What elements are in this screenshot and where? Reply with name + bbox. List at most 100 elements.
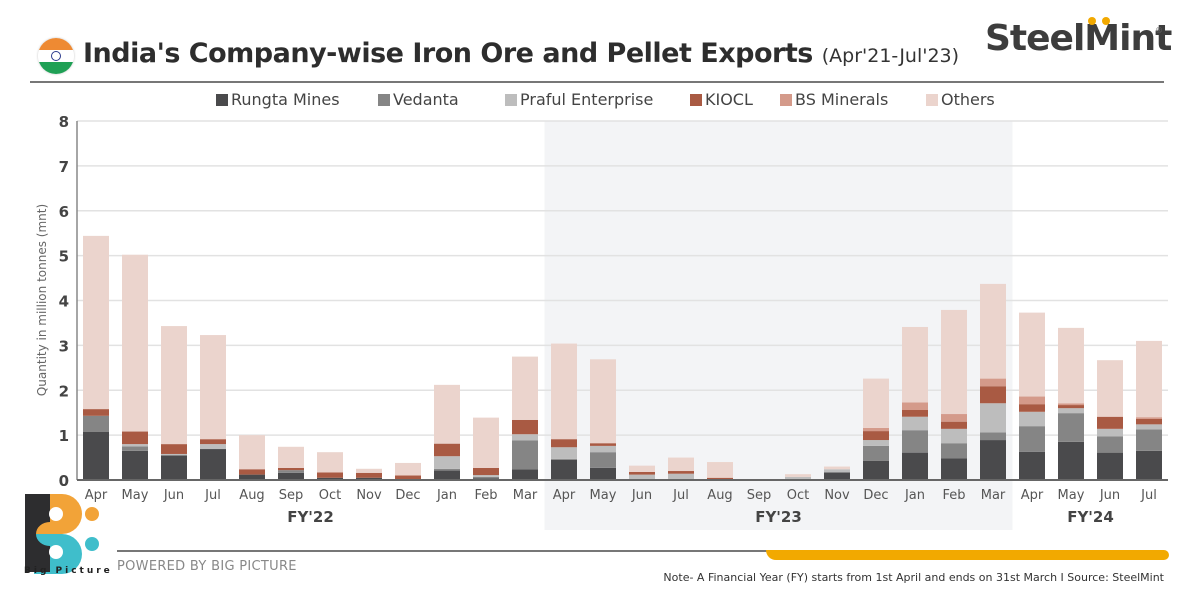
bar-segment-rungta-mines [1097, 452, 1123, 480]
bar-segment-kiocl [122, 431, 148, 445]
bar-segment-kiocl [317, 472, 343, 478]
x-tick-label: Jun [1099, 488, 1120, 503]
x-tick-label: Apr [553, 488, 576, 503]
bar-segment-kiocl [200, 439, 226, 445]
bar-segment-others [941, 309, 967, 415]
x-tick-label: Jul [1140, 488, 1157, 503]
bar-segment-others [512, 356, 538, 420]
bar-segment-bs-minerals [1136, 417, 1162, 419]
bar-segment-rungta-mines [83, 431, 109, 480]
bar-segment-rungta-mines [161, 455, 187, 480]
bar-segment-rungta-mines [356, 477, 382, 480]
bar-segment-kiocl [356, 472, 382, 478]
bar-segment-praful-enterprise [902, 416, 928, 431]
bar-segment-rungta-mines [590, 467, 616, 480]
bar-segment-others [1019, 312, 1045, 397]
bar-segment-kiocl [83, 409, 109, 416]
bar-segment-vedanta [1058, 413, 1084, 442]
x-tick-label: Sep [279, 488, 304, 503]
bar-segment-others [395, 462, 421, 476]
bar-segment-others [1136, 340, 1162, 418]
bar-segment-praful-enterprise [1097, 428, 1123, 437]
bar-segment-kiocl [239, 469, 265, 475]
bar-segment-kiocl [707, 477, 733, 480]
brand-name: SteelMint [985, 18, 1172, 59]
bar-segment-kiocl [551, 439, 577, 448]
bar-segment-praful-enterprise [161, 453, 187, 456]
legend-swatch-icon [690, 93, 702, 106]
bar-segment-rungta-mines [551, 459, 577, 480]
bar-segment-vedanta [863, 445, 889, 461]
x-tick-label: Jan [904, 488, 925, 503]
bar-segment-vedanta [83, 415, 109, 432]
y-tick-label: 7 [59, 158, 69, 176]
bar-segment-bs-minerals [1058, 403, 1084, 406]
title-main: India's Company-wise Iron Ore and Pellet… [83, 38, 813, 69]
bar-segment-rungta-mines [980, 440, 1006, 480]
legend-item: Praful Enterprise [505, 90, 653, 109]
legend-label: BS Minerals [795, 90, 889, 109]
x-tick-label: Nov [824, 488, 850, 503]
fy-group-label: FY'23 [755, 508, 802, 526]
bar-segment-praful-enterprise [551, 447, 577, 459]
bar-segment-praful-enterprise [863, 440, 889, 446]
bar-segment-bs-minerals [863, 427, 889, 432]
india-flag-icon [38, 38, 74, 74]
legend-label: Rungta Mines [231, 90, 340, 109]
bar-segment-others [629, 465, 655, 472]
bar-segment-rungta-mines [200, 449, 226, 480]
bar-segment-bs-minerals [941, 414, 967, 422]
bar-segment-vedanta [980, 432, 1006, 441]
bar-segment-vedanta [590, 452, 616, 468]
bar-segment-praful-enterprise [1136, 424, 1162, 430]
bar-segment-vedanta [941, 443, 967, 459]
x-tick-label: Jun [631, 488, 652, 503]
bar-segment-rungta-mines [941, 458, 967, 480]
bar-segment-praful-enterprise [1019, 411, 1045, 427]
page-title: India's Company-wise Iron Ore and Pellet… [83, 38, 959, 69]
bar-segment-vedanta [473, 476, 499, 479]
x-tick-label: Aug [239, 488, 264, 503]
legend-item: Vedanta [378, 90, 459, 109]
legend-label: Praful Enterprise [520, 90, 654, 109]
registered-mark: ® [1155, 26, 1163, 35]
bar-segment-praful-enterprise [785, 476, 811, 480]
bar-segment-kiocl [395, 475, 421, 480]
bar-segment-vedanta [122, 446, 148, 451]
bar-segment-kiocl [668, 471, 694, 474]
bar-segment-others [551, 343, 577, 440]
y-tick-label: 5 [59, 248, 69, 266]
bar-segment-praful-enterprise [941, 428, 967, 444]
bar-segment-praful-enterprise [473, 475, 499, 477]
y-tick-label: 1 [59, 427, 69, 445]
bar-segment-praful-enterprise [980, 403, 1006, 433]
bar-segment-kiocl [161, 444, 187, 454]
bar-segment-others [473, 417, 499, 468]
fy-group-label: FY'24 [1067, 508, 1114, 526]
bar-segment-kiocl [629, 471, 655, 475]
chart-legend: Rungta Mines Vedanta Praful Enterprise KIOC… [0, 90, 1200, 112]
y-tick-label: 3 [59, 337, 69, 355]
bar-segment-praful-enterprise [200, 444, 226, 450]
bar-segment-vedanta [1019, 426, 1045, 452]
bar-segment-bs-minerals [980, 378, 1006, 387]
x-tick-label: May [122, 488, 149, 503]
legend-swatch-icon [505, 93, 517, 106]
bar-segment-others [902, 326, 928, 403]
bar-segment-vedanta [434, 468, 460, 471]
footnote: Note- A Financial Year (FY) starts from … [663, 571, 1164, 584]
bar-segment-vedanta [1136, 429, 1162, 451]
x-tick-label: Oct [787, 488, 809, 503]
bar-segment-kiocl [1058, 405, 1084, 409]
y-tick-label: 0 [59, 472, 69, 490]
title-date-range: (Apr'21-Jul'23) [821, 45, 960, 67]
bar-segment-bs-minerals [1019, 396, 1045, 405]
legend-swatch-icon [926, 93, 938, 106]
y-tick-label: 4 [59, 293, 69, 311]
bar-segment-kiocl [590, 443, 616, 446]
bar-segment-others [824, 466, 850, 470]
footer-divider [117, 550, 777, 552]
x-tick-label: Oct [319, 488, 341, 503]
big-picture-logo-icon [25, 494, 99, 574]
steelmint-logo: SteelMint [985, 18, 1172, 59]
